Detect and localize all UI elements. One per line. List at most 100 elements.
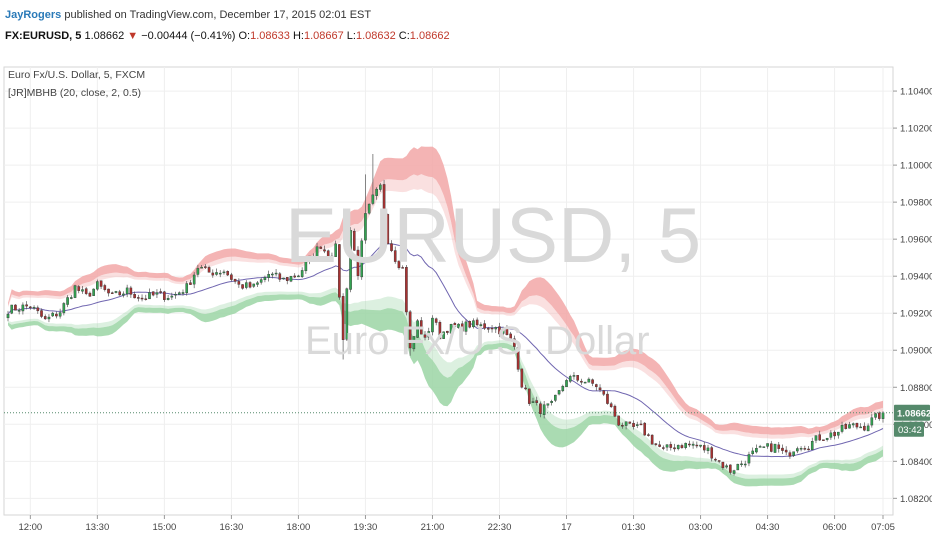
candle[interactable]	[643, 422, 647, 436]
candle[interactable]	[390, 240, 393, 253]
candle[interactable]	[449, 323, 453, 335]
candle[interactable]	[230, 272, 233, 282]
candle[interactable]	[840, 421, 844, 434]
candle[interactable]	[729, 464, 732, 475]
candle[interactable]	[315, 242, 319, 260]
candle[interactable]	[732, 469, 736, 476]
candle[interactable]	[483, 320, 486, 330]
candle[interactable]	[84, 287, 88, 296]
candle[interactable]	[844, 422, 848, 430]
candle[interactable]	[825, 437, 829, 442]
candle[interactable]	[174, 291, 177, 299]
candle[interactable]	[859, 423, 862, 429]
candle[interactable]	[278, 271, 282, 283]
candle[interactable]	[189, 279, 192, 285]
candle[interactable]	[423, 331, 427, 341]
candle[interactable]	[312, 253, 315, 262]
candle[interactable]	[17, 307, 21, 315]
candle[interactable]	[803, 445, 807, 451]
candle[interactable]	[769, 440, 773, 453]
candle[interactable]	[662, 445, 665, 451]
candle[interactable]	[837, 431, 840, 439]
candle[interactable]	[773, 443, 777, 453]
candle[interactable]	[386, 213, 390, 245]
candle[interactable]	[796, 446, 799, 454]
candle[interactable]	[550, 399, 553, 406]
candle[interactable]	[602, 390, 606, 397]
candle[interactable]	[360, 238, 364, 280]
candle[interactable]	[10, 304, 14, 315]
candle[interactable]	[77, 285, 81, 294]
candle[interactable]	[319, 246, 323, 249]
candle[interactable]	[442, 331, 445, 340]
candle[interactable]	[47, 314, 51, 323]
candle[interactable]	[531, 397, 535, 403]
candle[interactable]	[69, 295, 73, 300]
candle[interactable]	[323, 245, 326, 254]
candle[interactable]	[565, 378, 568, 388]
candle[interactable]	[427, 327, 431, 340]
candle[interactable]	[691, 441, 695, 449]
candle[interactable]	[166, 295, 170, 301]
candle[interactable]	[25, 301, 28, 310]
candle[interactable]	[494, 326, 498, 333]
candle[interactable]	[211, 269, 215, 278]
candle[interactable]	[29, 306, 32, 310]
candle[interactable]	[673, 443, 676, 452]
candle[interactable]	[688, 440, 691, 448]
candle[interactable]	[855, 422, 859, 430]
candle[interactable]	[371, 154, 375, 206]
candle[interactable]	[103, 283, 107, 292]
candle[interactable]	[766, 443, 769, 449]
candle[interactable]	[509, 331, 512, 342]
candle[interactable]	[40, 308, 43, 319]
candle[interactable]	[635, 421, 639, 429]
candle[interactable]	[248, 281, 252, 289]
candle[interactable]	[14, 304, 17, 311]
candle[interactable]	[151, 291, 155, 297]
candle[interactable]	[401, 265, 404, 269]
candle[interactable]	[300, 267, 304, 279]
price-chart[interactable]: EURUSD, 5 Euro Fx/U.S. Dollar 1.08200 1.0…	[0, 55, 932, 550]
candle[interactable]	[36, 305, 40, 314]
candle[interactable]	[185, 281, 189, 296]
price-axis[interactable]: 1.082001.084001.086001.088001.090001.092…	[893, 87, 932, 505]
candle[interactable]	[107, 288, 110, 297]
candle[interactable]	[6, 310, 10, 322]
candle[interactable]	[554, 394, 557, 403]
candle[interactable]	[140, 294, 144, 302]
candle[interactable]	[125, 284, 129, 298]
author-link[interactable]: JayRogers	[5, 9, 62, 21]
candle[interactable]	[304, 259, 308, 274]
candle[interactable]	[572, 372, 576, 380]
candle[interactable]	[412, 336, 416, 352]
candle[interactable]	[721, 461, 725, 470]
candle[interactable]	[699, 444, 702, 448]
candle[interactable]	[177, 291, 181, 295]
candle[interactable]	[271, 272, 274, 279]
candle[interactable]	[263, 275, 267, 283]
candle[interactable]	[66, 295, 69, 308]
candle[interactable]	[326, 249, 330, 262]
candle[interactable]	[252, 283, 256, 288]
candle[interactable]	[799, 446, 803, 452]
candle[interactable]	[163, 290, 166, 302]
candle[interactable]	[792, 451, 795, 458]
candle[interactable]	[58, 308, 62, 319]
candle[interactable]	[822, 439, 825, 441]
candle[interactable]	[807, 445, 810, 451]
candle[interactable]	[583, 381, 587, 384]
candle[interactable]	[624, 421, 628, 430]
candle[interactable]	[762, 446, 766, 448]
candle[interactable]	[282, 277, 285, 280]
candle[interactable]	[330, 252, 334, 262]
candle[interactable]	[546, 403, 550, 409]
candle[interactable]	[866, 423, 870, 432]
candle[interactable]	[408, 310, 412, 356]
candle[interactable]	[133, 291, 136, 299]
candle[interactable]	[814, 435, 818, 444]
candle[interactable]	[51, 311, 54, 317]
candle[interactable]	[453, 321, 457, 330]
candle[interactable]	[356, 246, 360, 280]
candle[interactable]	[438, 320, 442, 340]
